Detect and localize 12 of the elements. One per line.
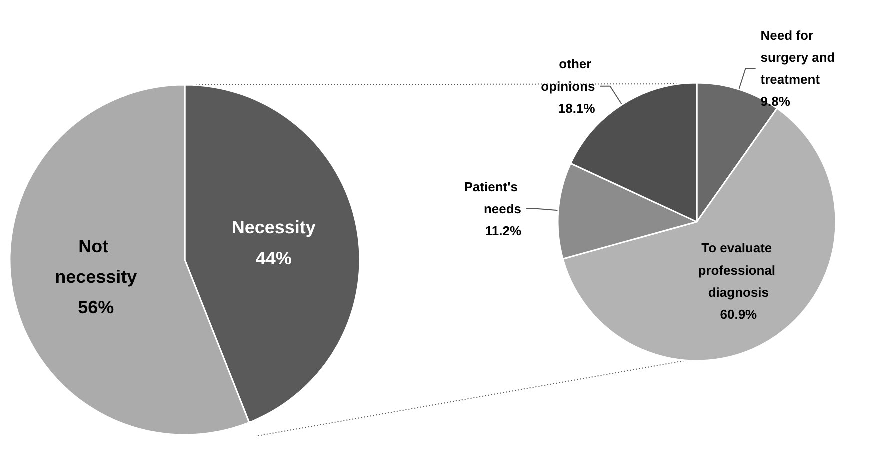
data-label: 60.9% (720, 306, 758, 322)
data-label: 18.1% (558, 100, 596, 116)
data-label: 56% (78, 298, 114, 318)
slice-label: Necessity (232, 218, 316, 238)
data-label: 9.8% (760, 94, 791, 110)
data-label: 44% (256, 248, 292, 268)
slice-label: Not necessity (55, 236, 138, 287)
slice-label: To evaluate professional diagnosis (698, 240, 780, 300)
slice-label: other opinions (541, 56, 596, 94)
data-label: 11.2% (485, 223, 522, 238)
slice-label: Patient's needs (464, 179, 522, 216)
slice-label: Need for surgery and treatment (760, 28, 839, 88)
